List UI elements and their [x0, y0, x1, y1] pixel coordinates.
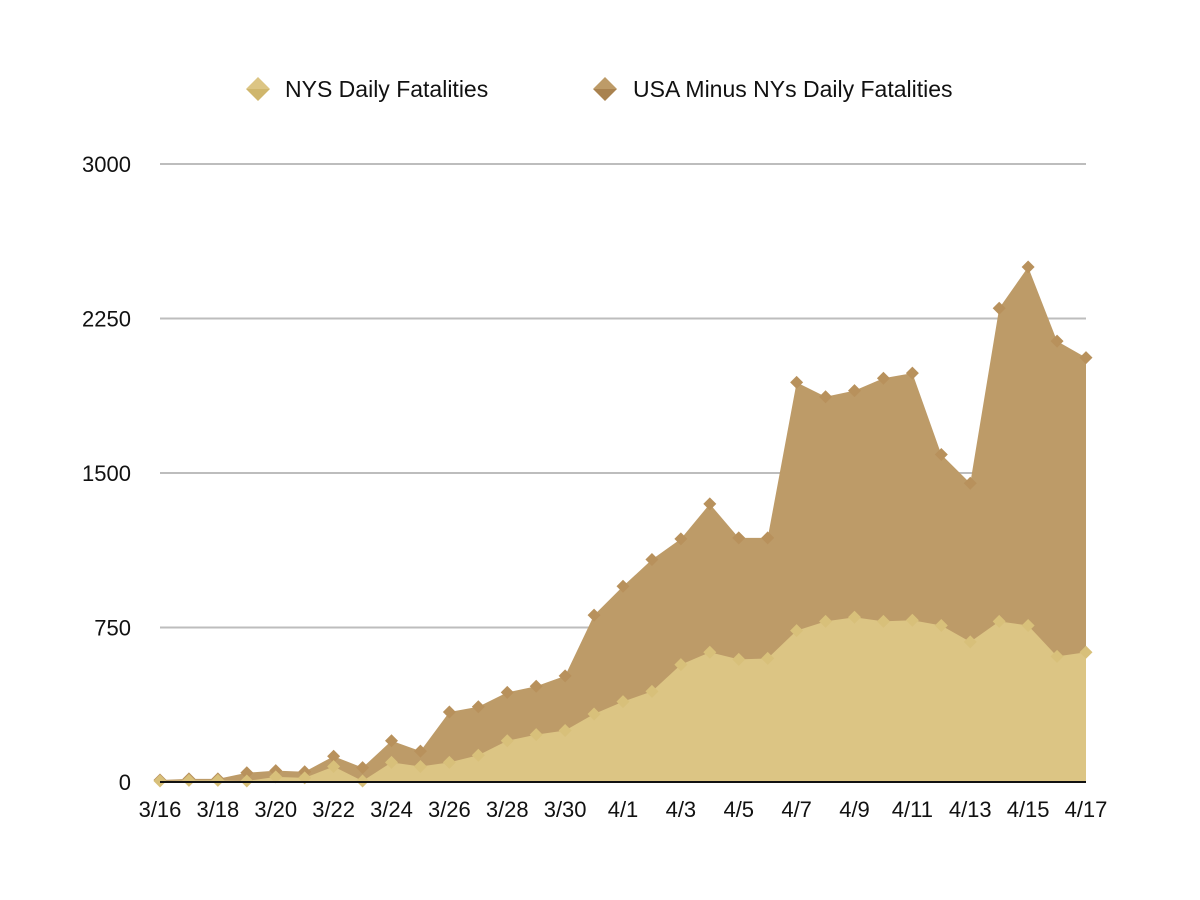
marker-usa-minus-ny-4/5 [732, 531, 746, 545]
marker-nys-4/11 [905, 613, 919, 627]
legend-label-nys: NYS Daily Fatalities [285, 76, 488, 102]
marker-nys-3/29 [529, 728, 543, 742]
x-tick-label: 4/1 [608, 797, 639, 822]
y-tick-labels: 0 750 1500 2250 3000 [82, 152, 131, 795]
x-tick-label: 4/7 [781, 797, 812, 822]
marker-nys-3/27 [471, 748, 485, 762]
legend-marker-nys [246, 77, 270, 89]
x-tick-label: 4/13 [949, 797, 992, 822]
marker-nys-4/10 [876, 614, 890, 628]
marker-nys-3/18 [211, 773, 225, 787]
marker-nys-3/25 [413, 760, 427, 774]
marker-nys-4/13 [963, 635, 977, 649]
marker-usa-minus-ny-4/3 [674, 532, 688, 546]
legend-item-usa-minus-ny: USA Minus NYs Daily Fatalities [593, 76, 953, 102]
y-tick-label: 2250 [82, 307, 131, 332]
x-tick-label: 3/28 [486, 797, 529, 822]
marker-usa-minus-ny-4/17 [1079, 351, 1093, 365]
marker-usa-minus-ny-4/14 [992, 301, 1006, 315]
y-tick-label: 750 [94, 616, 131, 641]
marker-usa-minus-ny-3/30 [558, 669, 572, 683]
legend: NYS Daily Fatalities USA Minus NYs Daily… [246, 76, 953, 102]
marker-nys-4/7 [790, 624, 804, 638]
marker-usa-minus-ny-4/12 [934, 447, 948, 461]
y-tick-label: 0 [119, 770, 131, 795]
marker-usa-minus-ny-4/10 [876, 371, 890, 385]
marker-usa-minus-ny-3/22 [327, 749, 341, 763]
x-tick-label: 4/11 [892, 797, 933, 822]
marker-nys-3/23 [356, 774, 370, 788]
x-tick-label: 3/22 [312, 797, 355, 822]
marker-nys-4/9 [848, 610, 861, 624]
x-tick-label: 3/26 [428, 797, 471, 822]
x-tick-label: 4/9 [839, 797, 870, 822]
marker-usa-minus-ny-4/6 [761, 531, 775, 545]
marker-nys-4/15 [1021, 618, 1035, 632]
marker-nys-4/17 [1079, 645, 1093, 659]
marker-usa-minus-ny-3/28 [500, 685, 514, 699]
y-tick-label: 3000 [82, 152, 131, 177]
marker-nys-3/31 [587, 707, 601, 721]
marker-usa-minus-ny-4/15 [1021, 260, 1035, 274]
marker-usa-minus-ny-4/1 [616, 579, 630, 593]
x-tick-label: 4/17 [1065, 797, 1108, 822]
marker-nys-3/26 [442, 755, 456, 769]
marker-nys-4/16 [1050, 649, 1064, 663]
marker-nys-3/17 [182, 773, 196, 787]
x-tick-label: 3/20 [254, 797, 297, 822]
markers [153, 260, 1093, 788]
marker-usa-minus-ny-4/9 [848, 384, 861, 398]
marker-nys-4/1 [616, 695, 630, 709]
x-tick-label: 3/18 [196, 797, 239, 822]
marker-usa-minus-ny-4/16 [1050, 334, 1064, 348]
legend-label-usa-minus-ny: USA Minus NYs Daily Fatalities [633, 76, 953, 102]
legend-marker-usa-minus-ny [593, 77, 617, 89]
marker-usa-minus-ny-4/4 [703, 497, 717, 511]
x-tick-label: 4/15 [1007, 797, 1050, 822]
area-nys [160, 617, 1086, 782]
legend-marker-nys-lower [246, 89, 270, 101]
marker-nys-4/5 [732, 652, 746, 666]
marker-nys-3/30 [558, 724, 572, 737]
marker-usa-minus-ny-4/11 [905, 366, 919, 380]
marker-usa-minus-ny-3/27 [471, 700, 485, 714]
marker-nys-3/16 [153, 774, 167, 788]
x-tick-label: 3/30 [544, 797, 587, 822]
marker-usa-minus-ny-4/7 [790, 375, 804, 389]
marker-usa-minus-ny-3/19 [240, 766, 254, 780]
marker-usa-minus-ny-3/26 [442, 705, 456, 719]
marker-nys-4/14 [992, 614, 1006, 628]
x-tick-labels: 3/16 3/18 3/20 3/22 3/24 3/26 3/28 3/30 4/1 4/3 4/… [139, 797, 1108, 822]
marker-nys-4/6 [761, 651, 775, 665]
marker-usa-minus-ny-3/24 [385, 734, 398, 748]
marker-nys-4/12 [934, 618, 948, 632]
x-tick-label: 3/24 [370, 797, 413, 822]
marker-usa-minus-ny-3/23 [356, 761, 370, 775]
legend-marker-usa-minus-ny-lower [593, 89, 617, 101]
marker-nys-4/2 [645, 684, 659, 698]
marker-usa-minus-ny-4/13 [963, 476, 977, 490]
y-tick-label: 1500 [82, 461, 131, 486]
marker-usa-minus-ny-4/8 [819, 390, 833, 404]
marker-nys-3/28 [500, 734, 514, 748]
marker-nys-3/22 [327, 760, 341, 774]
marker-nys-3/19 [240, 774, 254, 788]
marker-nys-4/4 [703, 645, 717, 659]
x-tick-label: 3/16 [139, 797, 182, 822]
marker-nys-3/20 [269, 770, 283, 784]
marker-usa-minus-ny-4/2 [645, 553, 659, 567]
marker-nys-4/3 [674, 658, 688, 672]
marker-usa-minus-ny-3/29 [529, 679, 543, 693]
x-tick-label: 4/3 [666, 797, 697, 822]
marker-usa-minus-ny-3/25 [413, 744, 427, 758]
legend-item-nys: NYS Daily Fatalities [246, 76, 488, 102]
marker-usa-minus-ny-3/31 [587, 608, 601, 622]
marker-nys-3/24 [385, 755, 398, 769]
x-tick-label: 4/5 [723, 797, 754, 822]
marker-nys-4/8 [819, 614, 833, 628]
